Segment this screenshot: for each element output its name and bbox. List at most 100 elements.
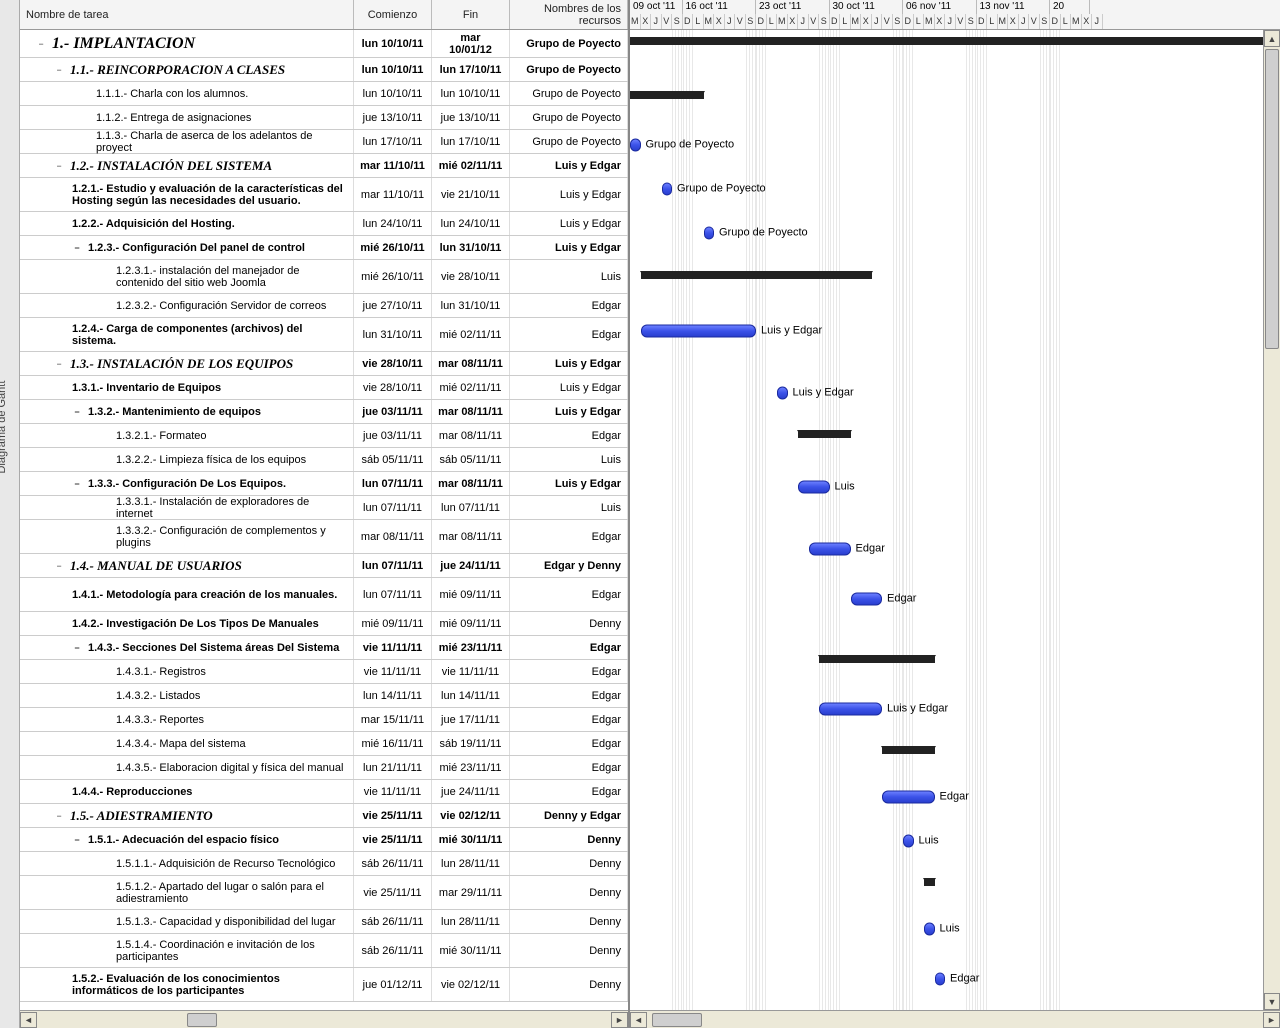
table-row[interactable]: 1.5.1.3.- Capacidad y disponibilidad del…	[20, 910, 628, 934]
summary-bar[interactable]	[630, 37, 1280, 45]
collapse-icon[interactable]: −	[72, 643, 82, 653]
scroll-thumb[interactable]	[187, 1013, 217, 1027]
table-row[interactable]: −1.5.- ADIESTRAMIENTOvie 25/11/11vie 02/…	[20, 804, 628, 828]
end-cell: mar 08/11/11	[432, 424, 510, 447]
scroll-left-icon[interactable]: ◄	[20, 1012, 37, 1028]
task-bar[interactable]: Luis	[798, 480, 830, 493]
table-row[interactable]: −1.3.3.- Configuración De Los Equipos.lu…	[20, 472, 628, 496]
table-row[interactable]: −1.5.1.- Adecuación del espacio físicovi…	[20, 828, 628, 852]
resource-cell: Edgar	[510, 684, 628, 707]
table-row[interactable]: 1.2.4.- Carga de componentes (archivos) …	[20, 318, 628, 352]
scroll-right-icon[interactable]: ►	[611, 1012, 628, 1028]
start-cell: vie 28/10/11	[354, 352, 432, 375]
table-row[interactable]: −1.3.2.- Mantenimiento de equiposjue 03/…	[20, 400, 628, 424]
collapse-icon[interactable]: −	[72, 407, 82, 417]
vscroll-thumb[interactable]	[1265, 49, 1279, 349]
summary-bar[interactable]	[798, 430, 851, 438]
task-bar[interactable]: Luis y Edgar	[777, 386, 788, 399]
table-row[interactable]: 1.2.3.2.- Configuración Servidor de corr…	[20, 294, 628, 318]
task-bar[interactable]: Luis	[924, 922, 935, 935]
table-row[interactable]: 1.2.3.1.- instalación del manejador de c…	[20, 260, 628, 294]
col-header-start[interactable]: Comienzo	[354, 0, 432, 29]
scroll-track[interactable]	[647, 1012, 1263, 1028]
task-bar[interactable]: Edgar	[882, 790, 935, 803]
table-row[interactable]: −1.3.- INSTALACIÓN DE LOS EQUIPOSvie 28/…	[20, 352, 628, 376]
vscroll-track[interactable]	[1264, 47, 1280, 993]
table-row[interactable]: 1.4.3.1.- Registrosvie 11/11/11vie 11/11…	[20, 660, 628, 684]
collapse-icon[interactable]: −	[54, 65, 64, 75]
collapse-icon[interactable]: −	[72, 835, 82, 845]
table-row[interactable]: −1.4.- MANUAL DE USUARIOSlun 07/11/11jue…	[20, 554, 628, 578]
task-name-text: 1.4.4.- Reproducciones	[72, 786, 192, 798]
table-row[interactable]: −1.- IMPLANTACIONlun 10/10/11mar 10/01/1…	[20, 30, 628, 58]
table-row[interactable]: 1.1.3.- Charla de aserca de los adelanto…	[20, 130, 628, 154]
start-cell: mar 11/10/11	[354, 154, 432, 177]
vscroll[interactable]: ▲ ▼	[1263, 30, 1280, 1010]
table-row[interactable]: 1.3.3.2.- Configuración de complementos …	[20, 520, 628, 554]
table-row[interactable]: 1.1.2.- Entrega de asignacionesjue 13/10…	[20, 106, 628, 130]
table-row[interactable]: −1.1.- REINCORPORACION A CLASESlun 10/10…	[20, 58, 628, 82]
end-cell: mar 08/11/11	[432, 352, 510, 375]
scroll-thumb[interactable]	[652, 1013, 702, 1027]
task-bar[interactable]: Grupo de Poyecto	[704, 226, 715, 239]
col-header-resources[interactable]: Nombres de los recursos	[510, 0, 628, 29]
task-bar[interactable]: Edgar	[851, 592, 883, 605]
table-row[interactable]: 1.4.1.- Metodología para creación de los…	[20, 578, 628, 612]
task-bar[interactable]: Luis	[903, 834, 914, 847]
scroll-left-icon[interactable]: ◄	[630, 1012, 647, 1028]
summary-bar[interactable]	[630, 91, 704, 99]
table-row[interactable]: 1.5.1.4.- Coordinación e invitación de l…	[20, 934, 628, 968]
table-row[interactable]: 1.4.4.- Reproduccionesvie 11/11/11jue 24…	[20, 780, 628, 804]
table-row[interactable]: 1.3.2.2.- Limpieza física de los equipos…	[20, 448, 628, 472]
scroll-up-icon[interactable]: ▲	[1264, 30, 1280, 47]
summary-bar[interactable]	[641, 271, 872, 279]
collapse-icon[interactable]: −	[72, 243, 82, 253]
col-header-name[interactable]: Nombre de tarea	[20, 0, 354, 29]
summary-bar[interactable]	[924, 878, 935, 886]
resource-cell: Edgar	[510, 636, 628, 659]
table-row[interactable]: 1.3.1.- Inventario de Equiposvie 28/10/1…	[20, 376, 628, 400]
table-row[interactable]: −1.2.3.- Configuración Del panel de cont…	[20, 236, 628, 260]
table-row[interactable]: 1.5.1.1.- Adquisición de Recurso Tecnoló…	[20, 852, 628, 876]
day-label: J	[1019, 14, 1030, 29]
scroll-right-icon[interactable]: ►	[1263, 1012, 1280, 1028]
collapse-icon[interactable]: −	[54, 359, 64, 369]
start-cell: vie 25/11/11	[354, 828, 432, 851]
task-bar[interactable]: Edgar	[935, 972, 946, 985]
task-bar[interactable]: Grupo de Poyecto	[662, 182, 673, 195]
end-cell: mié 23/11/11	[432, 636, 510, 659]
table-row[interactable]: 1.2.1.- Estudio y evaluación de la carac…	[20, 178, 628, 212]
split-panes: Nombre de tarea Comienzo Fin Nombres de …	[20, 0, 1280, 1028]
collapse-icon[interactable]: −	[36, 39, 46, 49]
summary-bar[interactable]	[882, 746, 935, 754]
task-bar[interactable]: Grupo de Poyecto	[630, 138, 641, 151]
summary-bar[interactable]	[819, 655, 935, 663]
collapse-icon[interactable]: −	[54, 161, 64, 171]
col-header-end[interactable]: Fin	[432, 0, 510, 29]
left-hscroll[interactable]: ◄ ►	[20, 1010, 628, 1028]
table-row[interactable]: 1.4.3.3.- Reportesmar 15/11/11jue 17/11/…	[20, 708, 628, 732]
task-bar[interactable]: Edgar	[809, 542, 851, 555]
table-row[interactable]: 1.4.3.4.- Mapa del sistemamié 16/11/11sá…	[20, 732, 628, 756]
collapse-icon[interactable]: −	[72, 479, 82, 489]
collapse-icon[interactable]: −	[54, 811, 64, 821]
table-row[interactable]: 1.5.1.2.- Apartado del lugar o salón par…	[20, 876, 628, 910]
right-hscroll[interactable]: ◄ ►	[630, 1010, 1280, 1028]
day-label: S	[672, 14, 683, 29]
task-bar[interactable]: Luis y Edgar	[641, 324, 757, 337]
table-row[interactable]: 1.4.3.2.- Listadoslun 14/11/11lun 14/11/…	[20, 684, 628, 708]
start-cell: jue 01/12/11	[354, 968, 432, 1001]
table-row[interactable]: 1.3.3.1.- Instalación de exploradores de…	[20, 496, 628, 520]
table-row[interactable]: 1.4.3.5.- Elaboracion digital y física d…	[20, 756, 628, 780]
collapse-icon[interactable]: −	[54, 561, 64, 571]
table-row[interactable]: 1.5.2.- Evaluación de los conocimientos …	[20, 968, 628, 1002]
table-row[interactable]: 1.1.1.- Charla con los alumnos.lun 10/10…	[20, 82, 628, 106]
table-row[interactable]: −1.2.- INSTALACIÓN DEL SISTEMAmar 11/10/…	[20, 154, 628, 178]
table-row[interactable]: 1.3.2.1.- Formateojue 03/11/11mar 08/11/…	[20, 424, 628, 448]
table-row[interactable]: −1.4.3.- Secciones Del Sistema áreas Del…	[20, 636, 628, 660]
scroll-down-icon[interactable]: ▼	[1264, 993, 1280, 1010]
table-row[interactable]: 1.2.2.- Adquisición del Hosting.lun 24/1…	[20, 212, 628, 236]
task-bar[interactable]: Luis y Edgar	[819, 702, 882, 715]
table-row[interactable]: 1.4.2.- Investigación De Los Tipos De Ma…	[20, 612, 628, 636]
scroll-track[interactable]	[37, 1012, 611, 1028]
